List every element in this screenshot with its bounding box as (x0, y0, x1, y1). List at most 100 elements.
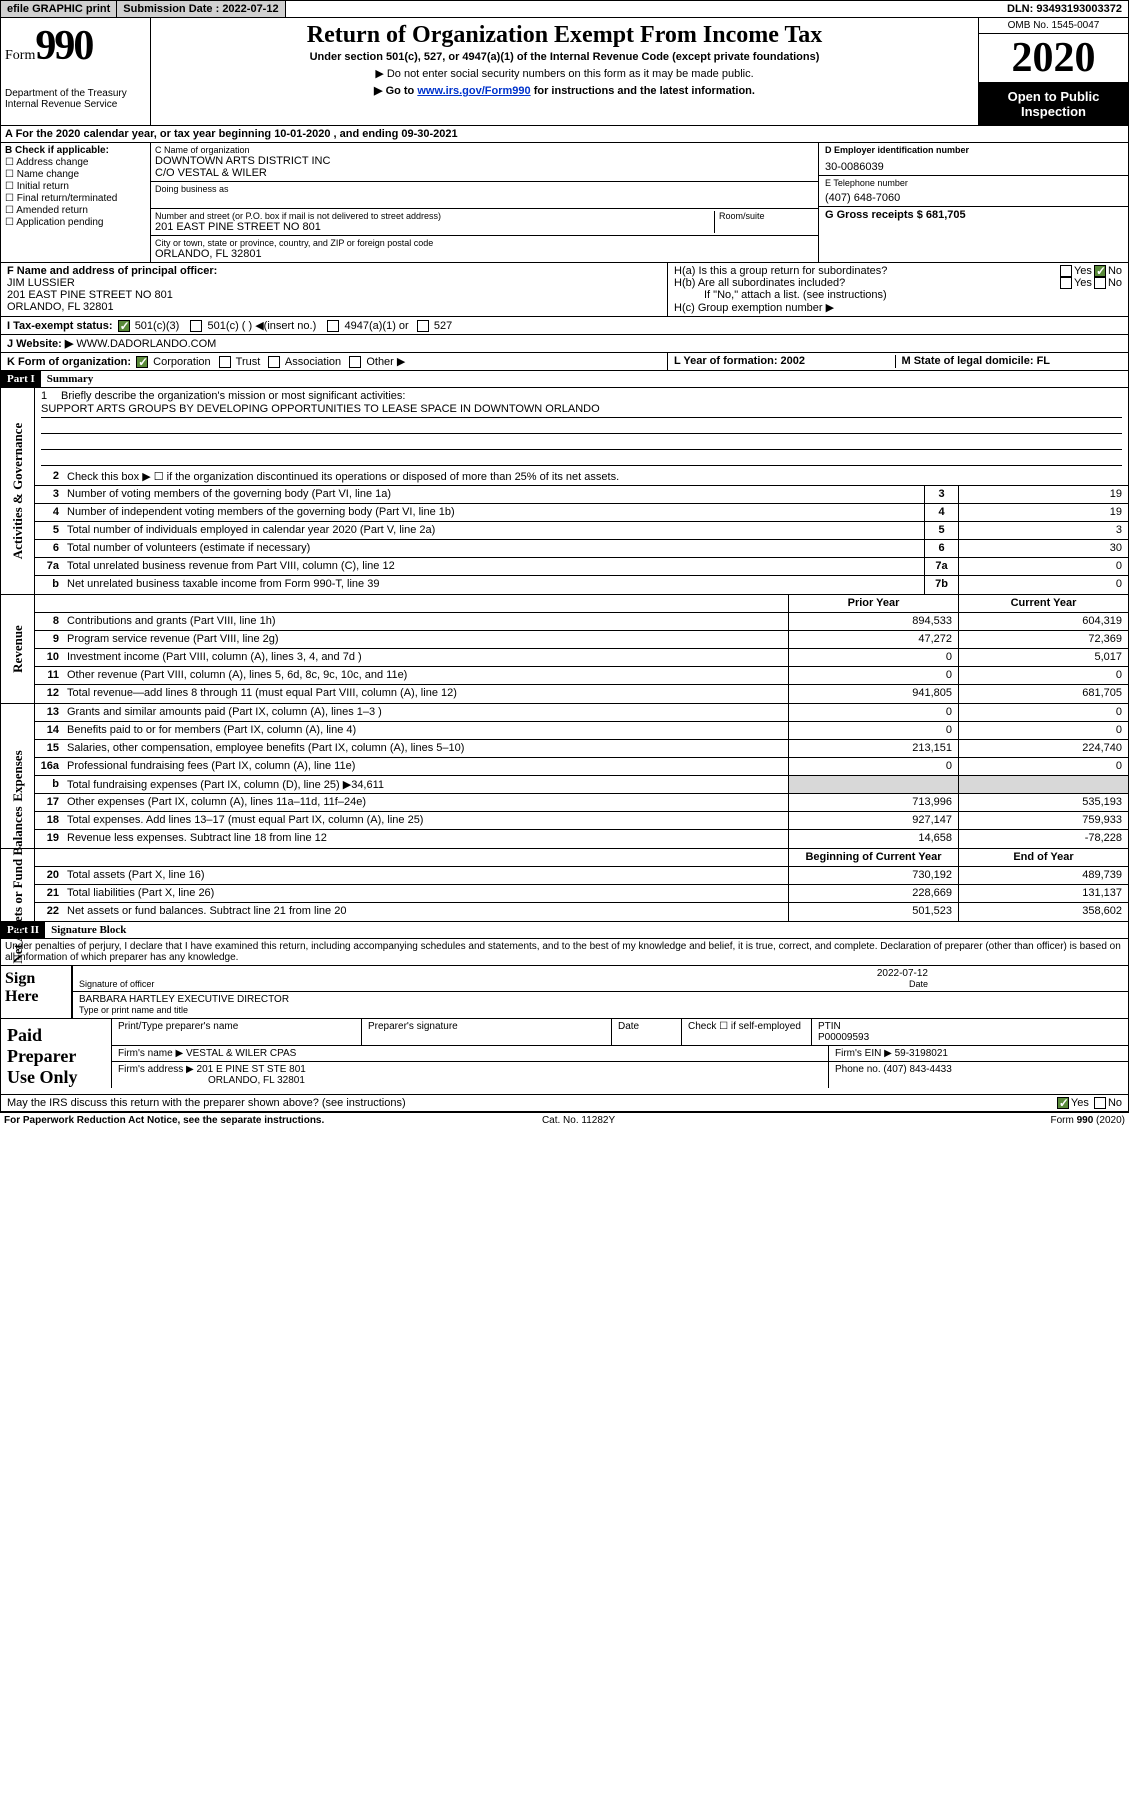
ha-no[interactable] (1094, 265, 1106, 277)
c14: 0 (958, 722, 1128, 739)
firm-ein: Firm's EIN ▶ 59-3198021 (828, 1046, 1128, 1061)
officer-addr2: ORLANDO, FL 32801 (7, 301, 661, 313)
p10: 0 (788, 649, 958, 666)
v5: 3 (958, 522, 1128, 539)
hc-lbl: H(c) Group exemption number ▶ (674, 301, 1122, 314)
street: 201 EAST PINE STREET NO 801 (155, 221, 714, 233)
d-lbl: D Employer identification number (825, 145, 1122, 155)
g-receipts: G Gross receipts $ 681,705 (819, 207, 1128, 223)
sign-date: 2022-07-12 (877, 968, 928, 979)
link-post: for instructions and the latest informat… (531, 85, 755, 97)
firm-name: VESTAL & WILER CPAS (186, 1048, 296, 1059)
print-name-lbl: Type or print name and title (79, 1005, 1122, 1015)
city-lbl: City or town, state or province, country… (155, 238, 814, 248)
row-fh: F Name and address of principal officer:… (0, 263, 1129, 317)
header-right: OMB No. 1545-0047 2020 Open to Public In… (978, 18, 1128, 125)
city: ORLANDO, FL 32801 (155, 248, 814, 260)
room-lbl: Room/suite (719, 211, 814, 221)
form-link-row: Go to www.irs.gov/Form990 for instructio… (159, 84, 970, 97)
l16b: Total fundraising expenses (Part IX, col… (63, 776, 788, 793)
form-label: Form (5, 48, 35, 63)
side-exp: Expenses (10, 751, 26, 802)
prep-check[interactable]: Check ☐ if self-employed (681, 1019, 811, 1045)
side-gov: Activities & Governance (10, 423, 26, 559)
chk-app[interactable]: ☐ Application pending (5, 217, 146, 228)
mission: SUPPORT ARTS GROUPS BY DEVELOPING OPPORT… (41, 402, 1122, 418)
netassets-section: Net Assets or Fund Balances Beginning of… (0, 849, 1129, 922)
k-assoc[interactable] (268, 356, 280, 368)
l22: Net assets or fund balances. Subtract li… (63, 903, 788, 921)
officer-addr1: 201 EAST PINE STREET NO 801 (7, 289, 661, 301)
ha-yes[interactable] (1060, 265, 1072, 277)
discuss-yes[interactable] (1057, 1097, 1069, 1109)
p14: 0 (788, 722, 958, 739)
i-4947[interactable] (327, 320, 339, 332)
c8: 604,319 (958, 613, 1128, 630)
sign-here-lbl: Sign Here (1, 966, 71, 1018)
l18: Total expenses. Add lines 13–17 (must eq… (63, 812, 788, 829)
k-other[interactable] (349, 356, 361, 368)
discuss-row: May the IRS discuss this return with the… (0, 1095, 1129, 1112)
ein: 30-0086039 (825, 161, 1122, 173)
l12: Total revenue—add lines 8 through 11 (mu… (63, 685, 788, 703)
l2: Check this box ▶ ☐ if the organization d… (63, 468, 1128, 485)
c16a: 0 (958, 758, 1128, 775)
form-number: 990 (35, 23, 92, 69)
i-527[interactable] (417, 320, 429, 332)
irs-link[interactable]: www.irs.gov/Form990 (417, 85, 530, 97)
foot-right: Form 990 (2020) (1050, 1115, 1124, 1126)
firm-addr2: ORLANDO, FL 32801 (118, 1075, 822, 1086)
c21: 131,137 (958, 885, 1128, 902)
chk-name[interactable]: ☐ Name change (5, 169, 146, 180)
p9: 47,272 (788, 631, 958, 648)
p13: 0 (788, 704, 958, 721)
part1-header: Part I Summary (0, 371, 1129, 388)
c15: 224,740 (958, 740, 1128, 757)
discuss-no[interactable] (1094, 1097, 1106, 1109)
officer-print-name: BARBARA HARTLEY EXECUTIVE DIRECTOR (79, 994, 1122, 1005)
part1-badge: Part I (1, 371, 41, 387)
prep-sig-lbl: Preparer's signature (361, 1019, 611, 1045)
street-lbl: Number and street (or P.O. box if mail i… (155, 211, 714, 221)
p16a: 0 (788, 758, 958, 775)
ptin-lbl: PTIN (818, 1021, 1122, 1032)
m-state: M State of legal domicile: FL (896, 355, 1123, 368)
i-501c3[interactable] (118, 320, 130, 332)
tax-year: 2020 (979, 34, 1128, 83)
org-name: DOWNTOWN ARTS DISTRICT INC (155, 155, 814, 167)
c11: 0 (958, 667, 1128, 684)
hb-yes[interactable] (1060, 277, 1072, 289)
hb-no[interactable] (1094, 277, 1106, 289)
efile-button[interactable]: efile GRAPHIC print (1, 1, 117, 17)
chk-initial[interactable]: ☐ Initial return (5, 181, 146, 192)
row-klm: K Form of organization: Corporation Trus… (0, 353, 1129, 371)
prior-hdr: Prior Year (788, 595, 958, 612)
v3: 19 (958, 486, 1128, 503)
form-subtitle: Under section 501(c), 527, or 4947(a)(1)… (159, 51, 970, 63)
sig-officer-lbl: Signature of officer (79, 979, 154, 989)
i-lbl: I Tax-exempt status: (7, 320, 113, 332)
omb: OMB No. 1545-0047 (979, 18, 1128, 34)
header-mid: Return of Organization Exempt From Incom… (151, 18, 978, 125)
block-bcdefg: B Check if applicable: ☐ Address change … (0, 143, 1129, 263)
k-trust[interactable] (219, 356, 231, 368)
top-bar: efile GRAPHIC print Submission Date : 20… (0, 0, 1129, 18)
i-501c[interactable] (190, 320, 202, 332)
open-public: Open to Public Inspection (979, 83, 1128, 125)
governance-section: Activities & Governance 1Briefly describ… (0, 388, 1129, 595)
l10: Investment income (Part VIII, column (A)… (63, 649, 788, 666)
k-corp[interactable] (136, 356, 148, 368)
chk-address[interactable]: ☐ Address change (5, 157, 146, 168)
block-f: F Name and address of principal officer:… (1, 263, 668, 316)
k-lbl: K Form of organization: (7, 356, 131, 368)
l6: Total number of volunteers (estimate if … (63, 540, 924, 557)
block-deg: D Employer identification number 30-0086… (818, 143, 1128, 262)
l5: Total number of individuals employed in … (63, 522, 924, 539)
chk-final[interactable]: ☐ Final return/terminated (5, 193, 146, 204)
c17: 535,193 (958, 794, 1128, 811)
l9: Program service revenue (Part VIII, line… (63, 631, 788, 648)
part2-title: Signature Block (45, 922, 132, 938)
block-b: B Check if applicable: ☐ Address change … (1, 143, 151, 262)
chk-amended[interactable]: ☐ Amended return (5, 205, 146, 216)
l7a: Total unrelated business revenue from Pa… (63, 558, 924, 575)
